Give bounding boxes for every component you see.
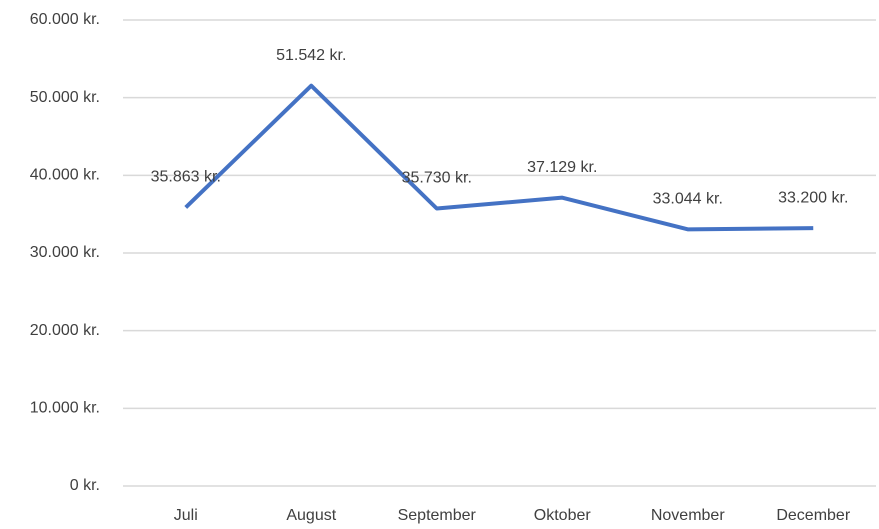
y-tick-label: 50.000 kr.	[30, 89, 100, 106]
y-tick-label: 0 kr.	[70, 477, 100, 494]
x-tick-label: August	[286, 507, 336, 524]
x-tick-label: December	[776, 507, 850, 524]
x-tick-label: Oktober	[534, 507, 592, 524]
x-tick-label: November	[651, 507, 725, 524]
line	[184, 83, 814, 232]
x-tick-label: Juli	[174, 507, 198, 524]
data-label: 35.863 kr.	[151, 169, 221, 186]
y-tick-label: 10.000 kr.	[30, 400, 100, 417]
data-label: 33.044 kr.	[653, 191, 723, 208]
x-tick-label: September	[398, 507, 477, 524]
data-label: 51.542 kr.	[276, 47, 346, 64]
y-tick-label: 40.000 kr.	[30, 167, 100, 184]
y-tick-label: 60.000 kr.	[30, 11, 100, 28]
y-tick-label: 30.000 kr.	[30, 244, 100, 261]
data-label: 33.200 kr.	[778, 189, 848, 206]
data-label: 35.730 kr.	[402, 170, 472, 187]
y-tick-label: 20.000 kr.	[30, 322, 100, 339]
data-label: 37.129 kr.	[527, 159, 597, 176]
